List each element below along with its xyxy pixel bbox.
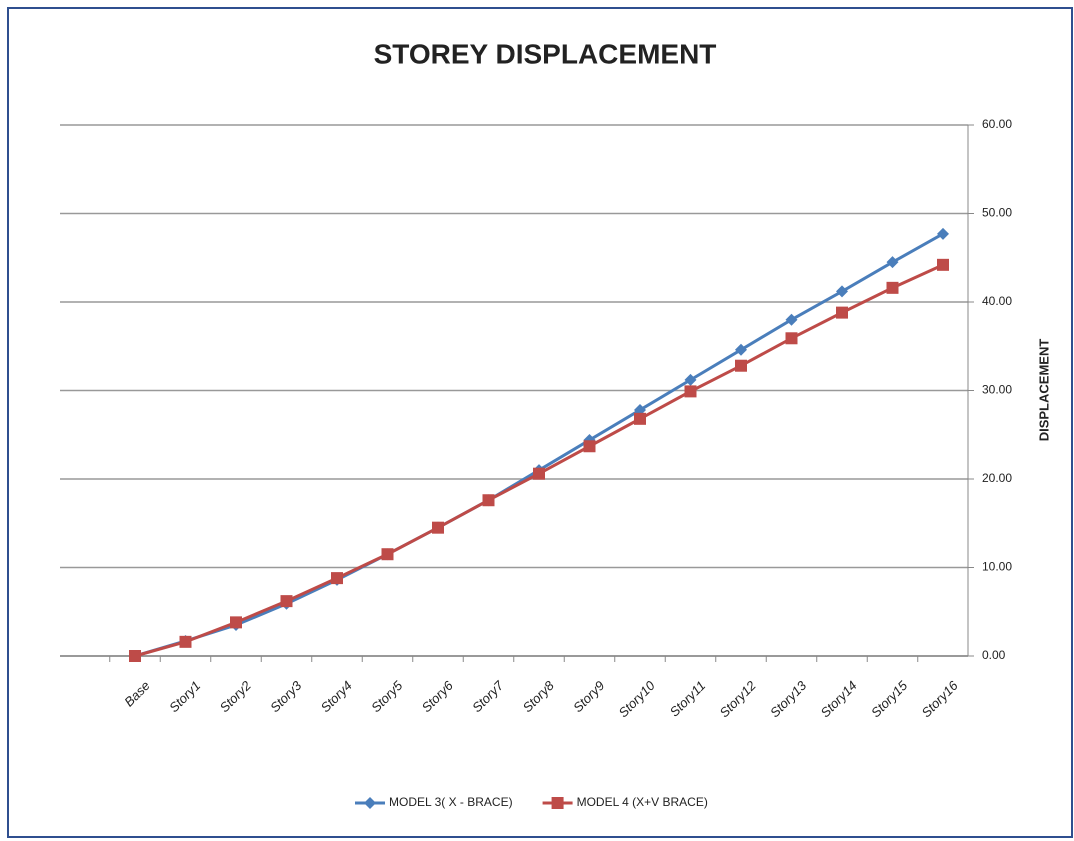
point bbox=[432, 521, 444, 534]
point bbox=[230, 616, 242, 629]
point bbox=[735, 359, 747, 372]
y-tick-label: 10.00 bbox=[982, 560, 1012, 574]
y-tick-label: 40.00 bbox=[982, 294, 1012, 308]
y-tick-label: 20.00 bbox=[982, 471, 1012, 485]
point bbox=[886, 281, 899, 294]
point bbox=[785, 313, 798, 326]
point bbox=[482, 494, 495, 507]
y-tick-label: 50.00 bbox=[982, 206, 1012, 220]
point bbox=[836, 285, 848, 298]
point bbox=[836, 306, 848, 319]
point bbox=[684, 373, 697, 386]
point bbox=[634, 412, 646, 425]
point bbox=[735, 343, 747, 356]
legend-marker bbox=[364, 797, 376, 809]
chart-frame bbox=[7, 7, 1073, 838]
point bbox=[785, 332, 798, 345]
y-tick-label: 60.00 bbox=[982, 117, 1012, 131]
legend-label: MODEL 4 (X+V BRACE) bbox=[577, 795, 708, 809]
point bbox=[684, 385, 697, 398]
point bbox=[179, 635, 192, 648]
point bbox=[280, 595, 293, 608]
point bbox=[381, 548, 394, 561]
point bbox=[937, 227, 949, 240]
y-tick-label: 0.00 bbox=[982, 648, 1006, 662]
point bbox=[886, 256, 899, 269]
point bbox=[331, 572, 343, 585]
point bbox=[129, 650, 141, 662]
point bbox=[583, 440, 596, 453]
chart-title: STOREY DISPLACEMENT bbox=[374, 38, 717, 69]
point bbox=[533, 467, 545, 480]
y-tick-label: 30.00 bbox=[982, 383, 1012, 397]
legend-marker bbox=[551, 797, 564, 809]
legend-label: MODEL 3( X - BRACE) bbox=[389, 795, 513, 809]
point bbox=[937, 258, 949, 271]
y-axis-title: DISPLACEMENT bbox=[1036, 339, 1051, 442]
